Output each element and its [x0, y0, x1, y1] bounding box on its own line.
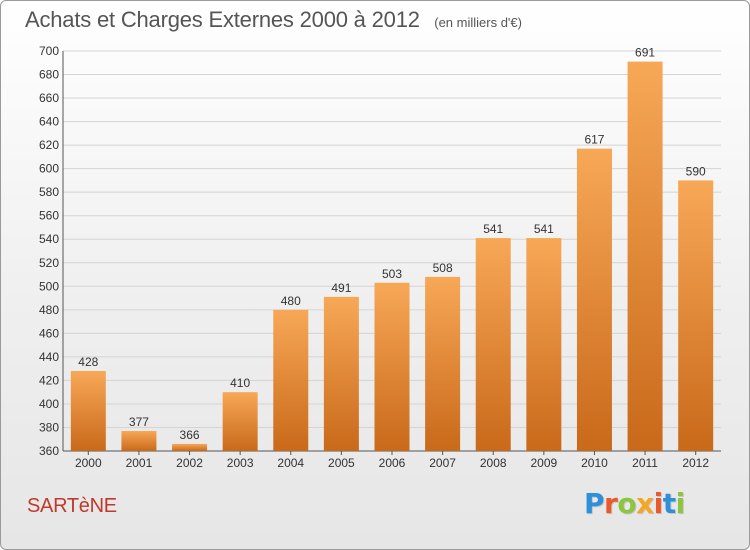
bar-2007 [425, 276, 461, 451]
bar-2008 [475, 238, 511, 451]
x-tick-label: 2003 [227, 456, 254, 470]
value-label: 508 [433, 261, 453, 275]
x-tick-label: 2008 [480, 456, 507, 470]
y-tick-label: 480 [39, 303, 59, 317]
logo-letter: o [617, 487, 637, 520]
y-tick-label: 500 [39, 279, 59, 293]
value-label: 428 [78, 355, 98, 369]
value-label: 366 [180, 428, 200, 442]
y-tick-label: 640 [39, 115, 59, 129]
value-label: 377 [129, 415, 149, 429]
logo-letter: i [653, 487, 664, 520]
value-label: 541 [483, 222, 503, 236]
x-tick-labels: 2000 2001 2002 2003 2004 2005 2006 2007 2008 2009… [75, 451, 709, 470]
x-tick-label: 2000 [75, 456, 102, 470]
y-tick-label: 560 [39, 209, 59, 223]
bar-2009 [526, 238, 562, 451]
value-label: 503 [382, 267, 402, 281]
x-tick-label: 2011 [632, 456, 658, 470]
chart-header: Achats et Charges Externes 2000 à 2012 (… [25, 7, 522, 33]
y-tick-label: 580 [39, 185, 59, 199]
y-tick-label: 420 [39, 373, 59, 387]
x-tick-label: 2002 [176, 456, 203, 470]
bar-2005 [323, 296, 359, 451]
chart-title: Achats et Charges Externes 2000 à 2012 [25, 7, 420, 32]
y-tick-label: 440 [39, 350, 59, 364]
value-label: 480 [281, 294, 301, 308]
bar-2001 [121, 431, 157, 451]
bar-2012 [678, 180, 714, 452]
bars [70, 61, 714, 452]
bar-2002 [172, 443, 208, 451]
x-tick-label: 2006 [379, 456, 406, 470]
y-tick-label: 460 [39, 326, 59, 340]
y-tick-label: 380 [39, 420, 59, 434]
value-label: 691 [635, 46, 655, 60]
value-label: 617 [584, 133, 604, 147]
y-tick-label: 520 [39, 256, 59, 270]
y-tick-labels: 360 380 400 420 440 460 480 500 520 540 560 580 600 6… [39, 44, 59, 458]
x-tick-label: 2009 [530, 456, 557, 470]
y-tick-label: 400 [39, 397, 59, 411]
y-tick-label: 600 [39, 162, 59, 176]
y-tick-label: 620 [39, 138, 59, 152]
y-tick-label: 360 [39, 444, 59, 458]
value-label: 410 [230, 376, 250, 390]
bar-2006 [374, 282, 410, 451]
place-name: SARTèNE [27, 495, 117, 517]
bar-2003 [222, 392, 258, 451]
bar-2011 [627, 61, 663, 452]
x-tick-label: 2007 [429, 456, 456, 470]
chart-subtitle: (en milliers d'€) [434, 15, 522, 30]
proxiti-logo: Proxiti [584, 487, 685, 520]
y-tick-label: 680 [39, 68, 59, 82]
value-labels: 428 377 366 410 480 491 503 508 541 541 617 691 590 [78, 46, 706, 442]
x-tick-label: 2010 [581, 456, 608, 470]
y-tick-label: 540 [39, 232, 59, 246]
logo-letter: i [675, 487, 686, 520]
logo-letter: t [662, 487, 676, 520]
x-tick-label: 2001 [126, 456, 153, 470]
x-tick-label: 2012 [682, 456, 709, 470]
bar-2000 [70, 371, 106, 451]
value-label: 491 [331, 281, 351, 295]
x-tick-label: 2004 [277, 456, 304, 470]
bar-2004 [273, 309, 309, 451]
logo-letter: r [604, 487, 618, 520]
x-tick-label: 2005 [328, 456, 355, 470]
y-tick-label: 660 [39, 91, 59, 105]
y-tick-label: 700 [39, 44, 59, 58]
value-label: 541 [534, 222, 554, 236]
logo-letter: P [584, 487, 605, 520]
value-label: 590 [686, 164, 706, 178]
logo-letter: x [636, 487, 654, 520]
bar-2010 [576, 148, 612, 451]
